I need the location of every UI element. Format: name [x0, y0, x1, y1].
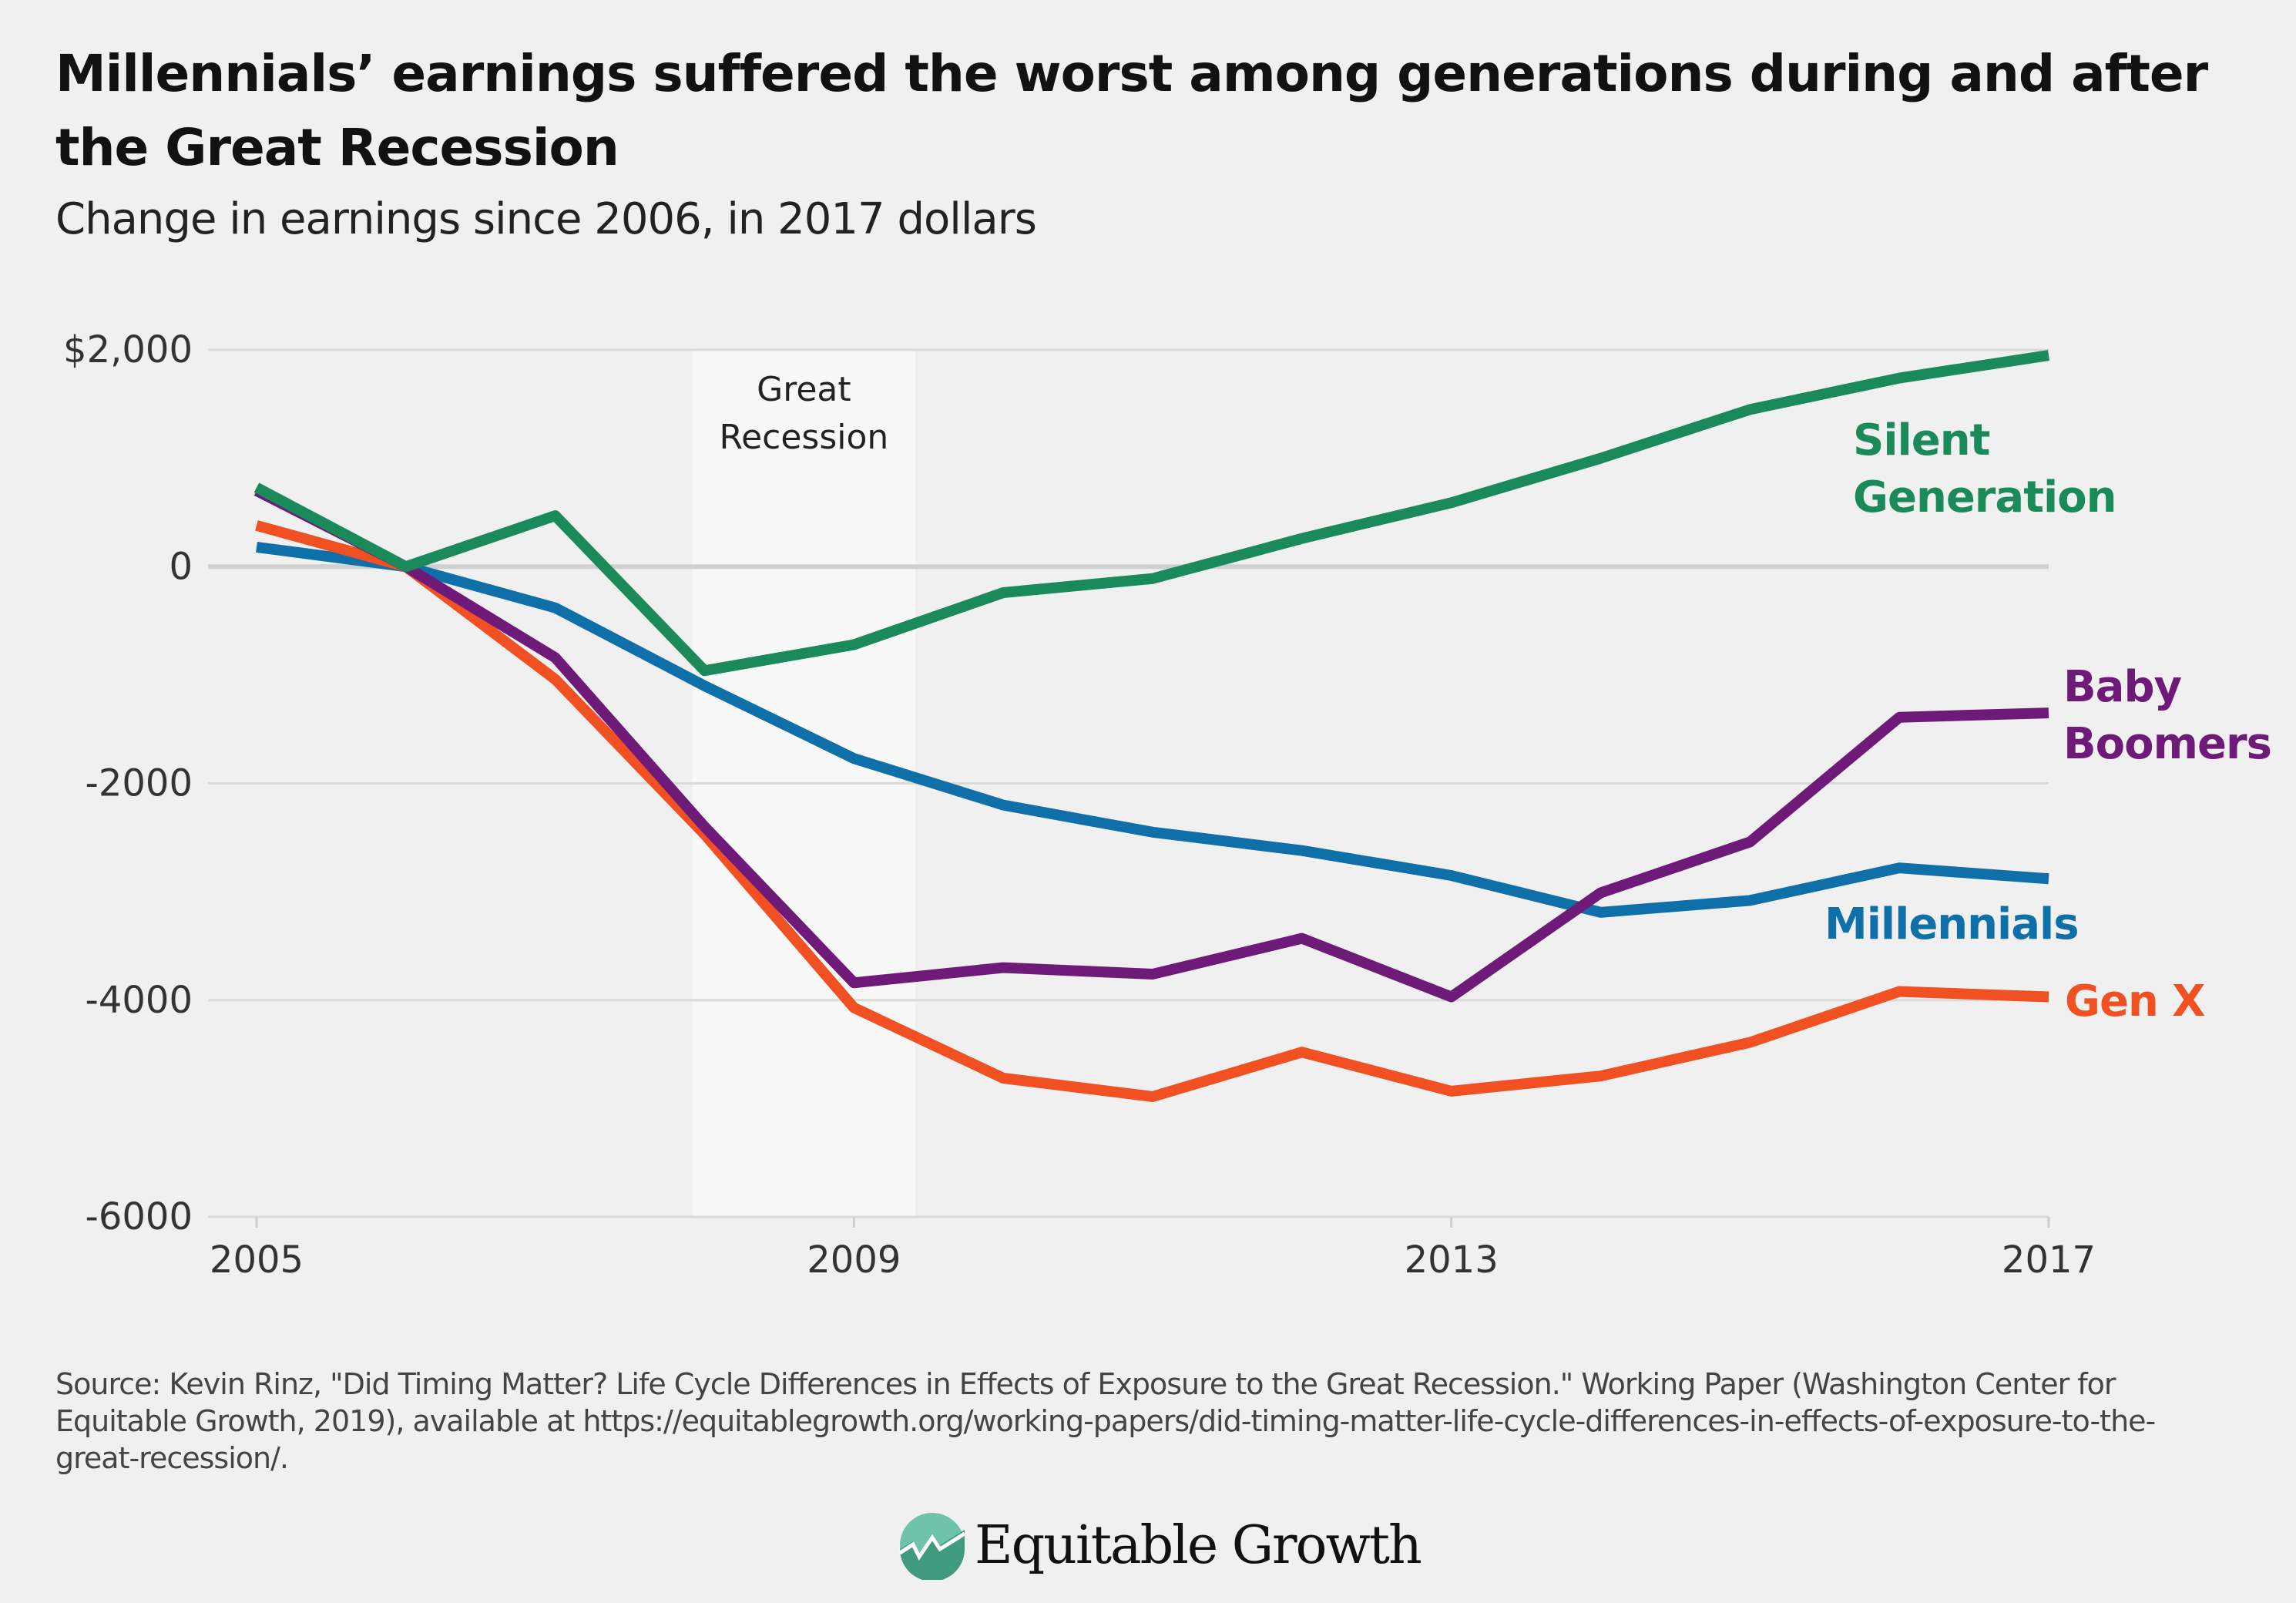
y-tick-label: 0: [169, 545, 193, 588]
recession-label: Recession: [719, 418, 888, 457]
series-label: Gen X: [2065, 976, 2205, 1027]
series-label: Boomers: [2063, 719, 2271, 769]
chart-title: Millennials’ earnings suffered the worst…: [55, 44, 2208, 177]
series-label: Generation: [1853, 472, 2116, 523]
x-tick-label: 2005: [210, 1238, 304, 1282]
y-tick-label: -2000: [86, 762, 193, 805]
y-tick-label: -6000: [86, 1195, 193, 1238]
chart-subtitle: Change in earnings since 2006, in 2017 d…: [55, 194, 1037, 244]
x-tick-label: 2013: [1405, 1238, 1499, 1282]
series-line-silent-generation: [253, 350, 2050, 677]
logo: Equitable Growth: [898, 1511, 1422, 1580]
source-note: Source: Kevin Rinz, "Did Timing Matter? …: [55, 1367, 2156, 1475]
series-line-millennials: [256, 541, 2049, 918]
x-tick-label: 2017: [2002, 1238, 2096, 1282]
series-label: Millennials: [1824, 899, 2079, 949]
logo-text: Equitable Growth: [975, 1514, 1422, 1576]
series-label: Silent: [1853, 415, 1990, 465]
growth-chart-logo-icon: [898, 1513, 966, 1580]
series-line-gen-x: [255, 520, 2049, 1102]
recession-label: Great: [757, 370, 851, 409]
y-tick-label: -4000: [86, 979, 193, 1022]
y-tick-label: $2,000: [63, 328, 193, 371]
series-label: Baby: [2063, 662, 2182, 712]
x-tick-label: 2009: [807, 1238, 901, 1282]
line-chart: Great Recession $2,000 0 -2000 -4000 -6000 2005…: [63, 328, 2272, 1282]
series-line-baby-boomers: [253, 486, 2049, 1003]
